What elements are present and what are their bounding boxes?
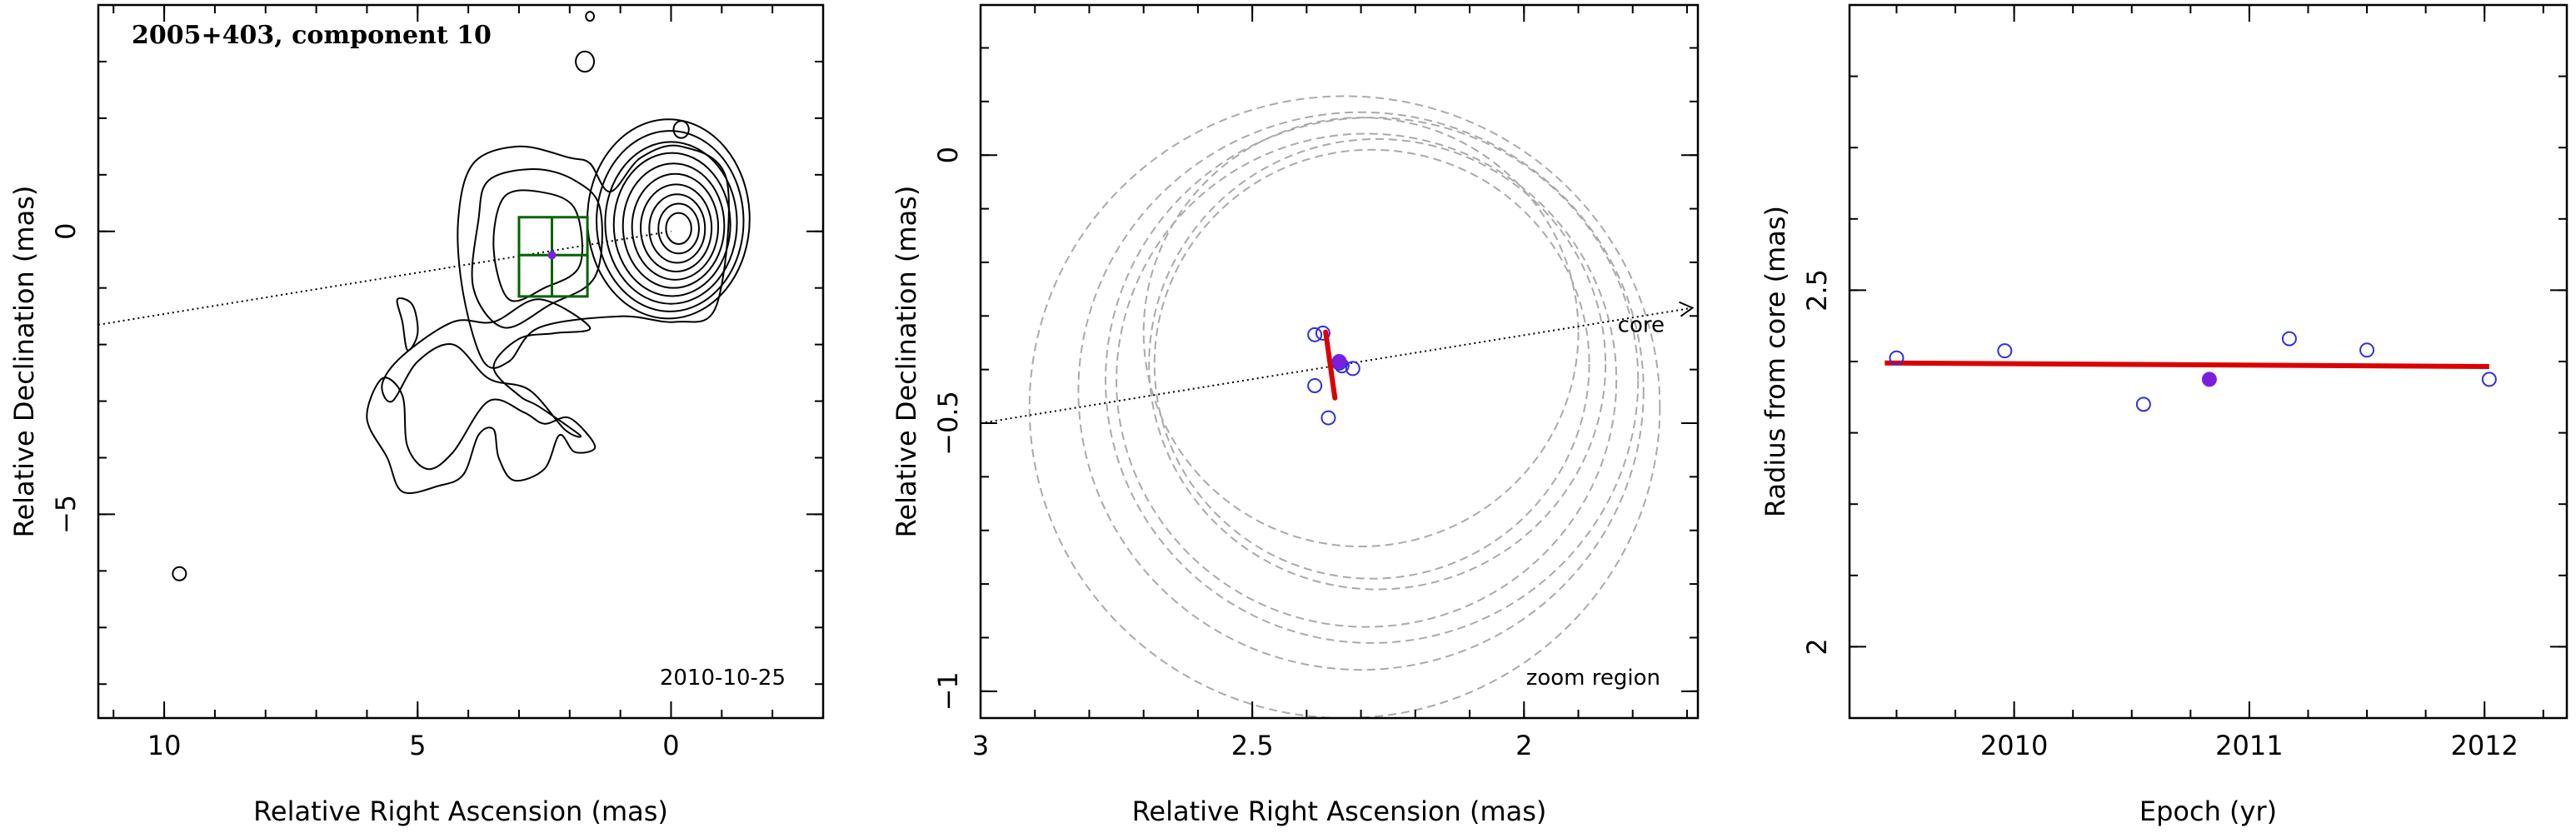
- axis-ticks: 3 2.5 2 0 −0.5 −1: [932, 5, 1698, 761]
- y-tick-label: 0: [50, 223, 82, 240]
- x-tick-label: 2: [1515, 730, 1532, 761]
- y-tick-label: −0.5: [932, 391, 964, 456]
- x-tick-label: 2011: [2215, 730, 2283, 761]
- panel-zoom-region: core zoom region Relative Right Ascensio…: [891, 3, 1700, 827]
- radius-points: [1889, 331, 2497, 412]
- error-ring: [1028, 95, 1661, 719]
- data-point: [1315, 325, 1330, 341]
- y-axis-label: Radius from core (mas): [1760, 206, 1791, 517]
- core-annotation: core: [1618, 313, 1665, 338]
- zoom-box-frame: [517, 216, 589, 298]
- x-axis-label: Relative Right Ascension (mas): [1132, 796, 1547, 827]
- highlight-point: [2201, 372, 2217, 387]
- error-ring: [1116, 132, 1618, 628]
- plot-frame: [97, 3, 825, 720]
- component-marker: [547, 251, 557, 260]
- data-point: [2281, 331, 2297, 347]
- y-tick-label: 0: [932, 147, 964, 163]
- x-tick-label: 3: [972, 730, 989, 761]
- contour: [366, 377, 597, 495]
- contour: [604, 141, 738, 305]
- error-ring: [1077, 111, 1645, 671]
- data-point: [2359, 342, 2375, 358]
- highlight-point: [1331, 354, 1347, 369]
- x-axis-label: Relative Right Ascension (mas): [253, 796, 668, 827]
- x-tick-label: 0: [662, 730, 679, 761]
- data-point: [1320, 410, 1336, 426]
- contour: [622, 162, 726, 289]
- velocity-vector: [1323, 329, 1338, 401]
- error-ring: [1153, 148, 1590, 580]
- plot-frame: [979, 3, 1700, 720]
- x-tick-label: 2010: [1980, 730, 2048, 761]
- error-ring: [1148, 137, 1607, 591]
- y-tick-label: −1: [932, 671, 964, 711]
- error-rings: [1028, 95, 1661, 719]
- data-point: [1997, 343, 2013, 359]
- fit-line: [1885, 360, 2489, 369]
- axis-ticks: 10 5 0 0 −5: [50, 5, 823, 761]
- y-tick-label: 2: [1801, 638, 1833, 655]
- x-tick-label: 5: [409, 730, 426, 761]
- zoom-region-annotation: zoom region: [1526, 666, 1660, 691]
- contour: [396, 297, 419, 352]
- contour: [665, 212, 692, 246]
- contour: [648, 193, 706, 264]
- contour: [631, 172, 720, 281]
- contour: [381, 298, 592, 438]
- panel-contour-map: 2005+403, component 10 2010-10-25 Relati…: [8, 3, 825, 827]
- y-tick-label: −5: [50, 495, 82, 534]
- data-point: [1345, 361, 1360, 377]
- data-point: [1307, 377, 1323, 393]
- contour: [457, 144, 730, 369]
- contour: [492, 189, 583, 302]
- contour: [612, 152, 731, 297]
- error-ring: [1142, 117, 1580, 548]
- data-point: [1889, 350, 1905, 366]
- panel-radius-vs-epoch: Epoch (yr) Radius from core (mas) 2010 20…: [1760, 3, 2569, 827]
- arrow-head: [1679, 301, 1695, 317]
- contour: [639, 183, 713, 272]
- contour-lines: [366, 11, 751, 495]
- contour: [575, 50, 596, 73]
- x-tick-label: 2012: [2450, 730, 2518, 761]
- axis-ticks: 2010 2011 2012 2 2.5: [1801, 5, 2567, 761]
- map-title: 2005+403, component 10: [132, 21, 492, 50]
- x-axis-label: Epoch (yr): [2139, 796, 2277, 827]
- x-tick-label: 10: [147, 730, 182, 761]
- contour: [657, 202, 700, 255]
- direction-line: [97, 230, 671, 326]
- error-ring: [1105, 117, 1640, 644]
- data-point: [2135, 397, 2151, 412]
- x-tick-label: 2.5: [1231, 730, 1274, 761]
- data-point: [1307, 327, 1323, 342]
- y-axis-label: Relative Declination (mas): [8, 186, 40, 538]
- y-tick-label: 2.5: [1801, 269, 1833, 312]
- contour: [672, 120, 690, 139]
- contour: [596, 130, 745, 312]
- epoch-label: 2010-10-25: [660, 666, 786, 691]
- contour: [585, 11, 596, 22]
- data-point: [2481, 372, 2497, 387]
- y-axis-label: Relative Declination (mas): [891, 186, 922, 538]
- beam-ellipse: [172, 566, 187, 581]
